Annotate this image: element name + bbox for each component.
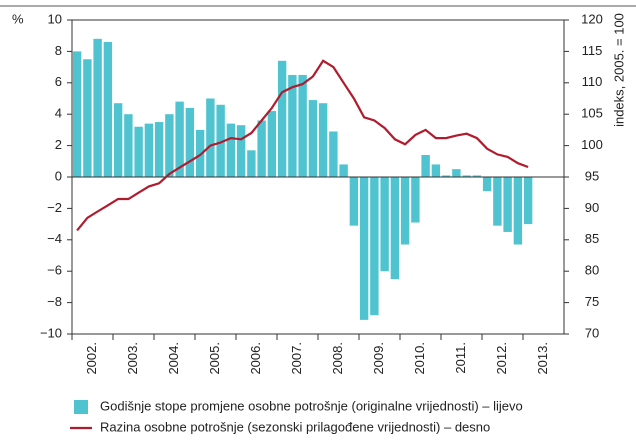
x-tick-label: 2010.: [412, 342, 427, 375]
x-tick-label: 2005.: [207, 342, 222, 375]
legend-label: Godišnje stope promjene osobne potrošnje…: [100, 398, 523, 413]
bar: [113, 103, 123, 177]
bar: [390, 177, 400, 280]
bar: [462, 175, 471, 177]
y-tick-label: 6: [55, 74, 62, 89]
bar: [400, 177, 410, 245]
bar: [288, 74, 297, 177]
y-tick-label: −6: [47, 263, 62, 278]
bar: [308, 100, 318, 177]
bar: [482, 177, 492, 192]
bar: [349, 177, 359, 226]
bar: [226, 123, 236, 177]
x-tick-label: 2013.: [535, 342, 550, 375]
y2-tick-label: 90: [585, 200, 599, 215]
bar: [493, 177, 502, 226]
bar: [503, 177, 512, 232]
y-tick-label: −10: [40, 325, 62, 340]
bar: [175, 101, 184, 177]
bar: [236, 125, 246, 177]
x-tick-label: 2012.: [494, 342, 509, 375]
y2-axis-label: indeks, 2005. = 100: [611, 13, 626, 127]
bar: [329, 131, 338, 177]
bar: [72, 51, 82, 177]
bar: [523, 177, 533, 225]
bar: [257, 120, 266, 177]
bar: [154, 122, 164, 177]
y-tick-label: 2: [55, 137, 62, 152]
y2-tick-label: 75: [585, 294, 599, 309]
bar: [298, 74, 307, 177]
bar: [452, 169, 461, 177]
x-tick-label: 2007.: [289, 342, 304, 375]
y2-tick-label: 70: [585, 325, 599, 340]
bar: [124, 114, 133, 177]
bar: [431, 164, 441, 177]
bar: [216, 104, 225, 177]
bar: [165, 114, 174, 177]
y-tick-label: −2: [47, 200, 62, 215]
bar: [441, 175, 451, 177]
y2-tick-label: 80: [585, 263, 599, 278]
bar: [185, 107, 195, 177]
bar: [195, 129, 205, 177]
bar: [267, 111, 277, 177]
bar: [103, 41, 113, 178]
y-tick-label: 4: [55, 106, 62, 121]
bar: [144, 123, 154, 177]
y-tick-label: −8: [47, 294, 62, 309]
line: [76, 59, 529, 232]
y-tick-label: −4: [47, 231, 62, 246]
x-tick-label: 2002.: [84, 342, 99, 375]
x-tick-label: 2011.: [453, 342, 468, 374]
x-tick-label: 2004.: [166, 342, 181, 375]
y2-tick-label: 100: [581, 137, 603, 152]
bar: [277, 60, 287, 177]
bar: [370, 177, 379, 316]
bar: [206, 98, 215, 177]
y-tick-label: 8: [55, 43, 62, 58]
bar: [318, 103, 328, 177]
bar: [93, 38, 102, 178]
bar: [421, 155, 430, 177]
bar: [134, 126, 143, 177]
bar: [359, 177, 369, 320]
x-tick-label: 2008.: [330, 342, 345, 375]
x-tick-label: 2003.: [125, 342, 140, 375]
bar: [380, 177, 389, 272]
x-tick-label: 2006.: [248, 342, 263, 375]
y2-tick-label: 85: [585, 231, 599, 246]
legend-swatch: [74, 400, 88, 414]
bar: [247, 150, 256, 177]
y-tick-label: 0: [55, 168, 62, 183]
y-tick-label: 10: [48, 11, 62, 26]
bar: [83, 59, 92, 177]
bar: [339, 164, 348, 177]
y-axis-label: %: [12, 11, 24, 26]
x-tick-label: 2009.: [371, 342, 386, 375]
y2-tick-label: 120: [581, 11, 603, 26]
bar: [472, 175, 482, 177]
bar: [411, 177, 420, 223]
y2-tick-label: 115: [582, 43, 603, 58]
y2-tick-label: 110: [582, 74, 603, 89]
bar: [513, 177, 523, 245]
legend-label: Razina osobne potrošnje (sezonski prilag…: [100, 419, 490, 434]
y2-tick-label: 95: [585, 168, 599, 183]
y2-tick-label: 105: [581, 106, 603, 121]
